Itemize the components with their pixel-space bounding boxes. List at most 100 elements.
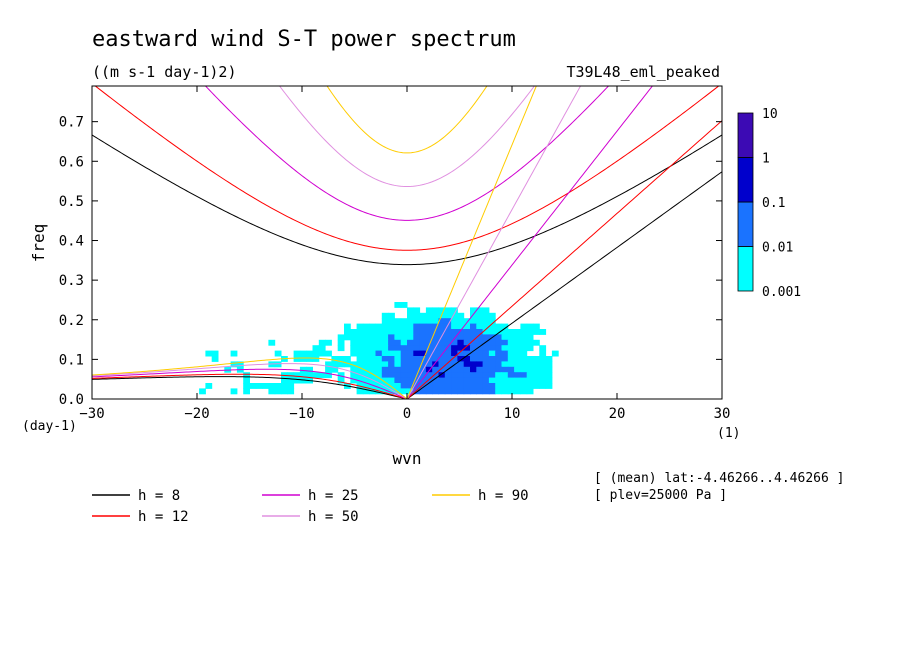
power-cell bbox=[375, 372, 383, 379]
colorbar: 0.001 0.01 0.1 1 10 bbox=[737, 107, 801, 300]
power-cell bbox=[482, 366, 490, 373]
legend-label: h = 50 bbox=[308, 509, 359, 525]
power-cell bbox=[438, 345, 446, 352]
power-cell bbox=[362, 350, 370, 357]
power-cell bbox=[413, 361, 421, 368]
power-cell bbox=[432, 318, 439, 325]
power-cell bbox=[463, 345, 471, 352]
power-cell bbox=[526, 345, 534, 352]
power-cell bbox=[457, 356, 465, 362]
power-cell bbox=[507, 372, 515, 379]
power-cell bbox=[545, 356, 553, 362]
power-cell bbox=[514, 345, 521, 352]
power-cell bbox=[457, 366, 465, 373]
power-cell bbox=[350, 334, 358, 341]
colorbar-swatch bbox=[737, 157, 754, 203]
power-cell bbox=[369, 372, 376, 379]
power-cell bbox=[520, 323, 528, 330]
power-cell bbox=[470, 372, 477, 379]
power-cell bbox=[451, 388, 458, 395]
power-cell bbox=[545, 361, 553, 368]
power-cell bbox=[488, 372, 496, 379]
power-cell bbox=[501, 350, 509, 357]
power-cell bbox=[495, 383, 502, 389]
power-cell bbox=[407, 312, 414, 319]
power-cell bbox=[482, 312, 490, 319]
power-cell bbox=[407, 372, 414, 379]
power-cell bbox=[470, 377, 477, 384]
power-cell bbox=[312, 356, 320, 362]
power-cell bbox=[381, 312, 389, 319]
power-cell bbox=[394, 323, 402, 330]
power-cell bbox=[533, 339, 540, 346]
power-cell bbox=[318, 372, 326, 379]
power-cell bbox=[400, 372, 408, 379]
power-cell bbox=[394, 377, 402, 384]
power-cell bbox=[362, 388, 370, 395]
power-cell bbox=[476, 350, 484, 357]
colorbar-label: 0.1 bbox=[762, 196, 785, 211]
power-cell bbox=[362, 329, 370, 335]
power-cell bbox=[388, 318, 395, 325]
power-cell bbox=[526, 356, 534, 362]
power-cell bbox=[463, 339, 471, 346]
power-cell bbox=[293, 356, 301, 362]
power-cell bbox=[539, 345, 547, 352]
power-cell bbox=[545, 372, 553, 379]
y-tick-label: 0.7 bbox=[59, 115, 84, 131]
power-cell bbox=[470, 361, 477, 368]
power-cell bbox=[457, 388, 465, 395]
power-cell bbox=[533, 356, 540, 362]
power-cell bbox=[407, 350, 414, 357]
power-cell bbox=[375, 323, 383, 330]
power-cell bbox=[482, 318, 490, 325]
power-cell bbox=[419, 361, 427, 368]
power-cell bbox=[520, 339, 528, 346]
power-cell bbox=[539, 383, 547, 389]
power-cell bbox=[230, 350, 238, 357]
power-cell bbox=[299, 366, 307, 373]
power-cell bbox=[419, 312, 427, 319]
power-cell bbox=[438, 350, 446, 357]
power-cell bbox=[211, 350, 219, 357]
x-axis-label: wvn bbox=[393, 449, 422, 468]
kelvin-curve bbox=[406, 171, 722, 399]
y-axis-label: freq bbox=[29, 224, 48, 263]
power-cell bbox=[413, 329, 421, 335]
power-cell bbox=[470, 356, 477, 362]
power-cell bbox=[501, 366, 509, 373]
power-cell bbox=[243, 377, 250, 384]
power-cell bbox=[407, 334, 414, 341]
power-cell bbox=[451, 383, 458, 389]
power-cell bbox=[362, 345, 370, 352]
power-cell bbox=[375, 361, 383, 368]
power-cell bbox=[381, 388, 389, 395]
power-cell bbox=[476, 372, 484, 379]
power-cell bbox=[501, 372, 509, 379]
power-cell bbox=[230, 388, 238, 395]
power-cell bbox=[394, 302, 402, 308]
power-cell bbox=[356, 345, 364, 352]
power-cell bbox=[457, 377, 465, 384]
power-cell bbox=[507, 377, 515, 384]
power-cell bbox=[419, 318, 427, 325]
power-cell bbox=[539, 356, 547, 362]
power-cell bbox=[425, 323, 433, 330]
power-cell bbox=[381, 345, 389, 352]
power-cell bbox=[419, 323, 427, 330]
power-cell bbox=[407, 339, 414, 346]
power-cell bbox=[400, 366, 408, 373]
power-cell bbox=[413, 312, 421, 319]
power-cell bbox=[205, 350, 213, 357]
power-cell bbox=[419, 383, 427, 389]
power-cell bbox=[400, 345, 408, 352]
power-cell bbox=[470, 339, 477, 346]
power-cell bbox=[514, 366, 521, 373]
power-cell bbox=[470, 388, 477, 395]
power-cell bbox=[444, 361, 452, 368]
legend-label: h = 25 bbox=[308, 488, 359, 504]
power-cell bbox=[388, 377, 395, 384]
colorbar-label: 10 bbox=[762, 107, 778, 122]
power-cell bbox=[463, 372, 471, 379]
legend-label: h = 8 bbox=[138, 488, 180, 504]
